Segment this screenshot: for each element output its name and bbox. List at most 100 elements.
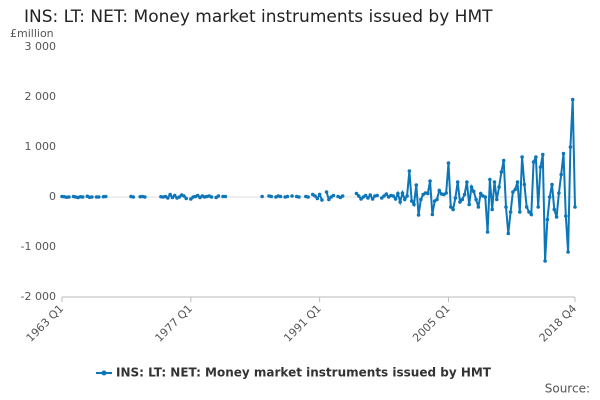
point xyxy=(492,180,497,184)
point xyxy=(425,191,430,196)
point xyxy=(513,187,517,192)
point xyxy=(501,158,506,163)
x-tick-label: 1977 Q1 xyxy=(153,302,196,345)
point xyxy=(531,160,536,164)
point xyxy=(550,182,554,187)
point xyxy=(547,195,552,199)
point xyxy=(453,196,458,200)
source: Source: xyxy=(545,382,590,396)
point xyxy=(444,191,448,195)
point xyxy=(317,192,322,197)
point xyxy=(448,205,453,209)
point xyxy=(483,195,488,199)
point xyxy=(416,213,421,217)
point xyxy=(437,188,442,193)
point xyxy=(455,180,460,184)
point xyxy=(485,230,490,234)
y-tick-label: 0 xyxy=(49,190,56,203)
y-tick-label: 1 000 xyxy=(25,140,57,153)
point xyxy=(563,214,568,218)
point xyxy=(368,193,373,197)
point xyxy=(331,193,336,198)
point xyxy=(223,194,228,199)
point xyxy=(476,205,481,209)
point xyxy=(419,197,423,202)
point xyxy=(400,191,405,195)
point xyxy=(143,195,147,199)
point xyxy=(375,193,379,198)
point xyxy=(540,152,545,157)
point xyxy=(278,194,283,199)
point xyxy=(529,212,534,217)
point xyxy=(545,217,550,222)
point xyxy=(534,155,538,159)
point xyxy=(320,198,324,202)
point xyxy=(494,197,499,202)
point xyxy=(465,180,469,184)
point xyxy=(103,194,108,199)
point xyxy=(511,190,515,194)
point xyxy=(97,195,101,199)
point xyxy=(435,197,439,202)
point xyxy=(570,97,575,102)
point xyxy=(554,215,559,219)
point xyxy=(504,205,508,209)
point xyxy=(522,182,527,187)
x-tick-label: 1963 Q1 xyxy=(24,302,67,345)
point xyxy=(356,194,361,198)
y-tick-label: 3 000 xyxy=(25,40,57,53)
point xyxy=(396,191,400,196)
point xyxy=(327,197,331,202)
point xyxy=(460,197,465,202)
chart-title: INS: LT: NET: Money market instruments i… xyxy=(24,7,493,27)
point xyxy=(269,194,274,199)
point xyxy=(405,194,409,198)
point xyxy=(428,179,432,183)
point xyxy=(209,195,214,199)
point xyxy=(451,207,455,212)
point xyxy=(462,192,467,197)
y-tick-label: -2 000 xyxy=(21,290,56,303)
point xyxy=(474,197,478,202)
point xyxy=(354,191,359,196)
point xyxy=(131,195,136,199)
point xyxy=(67,195,71,199)
point xyxy=(506,231,511,236)
point xyxy=(557,191,561,195)
point xyxy=(184,196,189,201)
point xyxy=(517,210,522,214)
point xyxy=(290,194,294,198)
point xyxy=(398,200,402,204)
point xyxy=(414,183,419,187)
legend-marker xyxy=(101,370,107,376)
x-tick-label: 1991 Q1 xyxy=(281,302,324,345)
legend-label: INS: LT: NET: Money market instruments i… xyxy=(116,366,492,380)
x-tick-label: 2018 Q4 xyxy=(537,302,580,345)
point xyxy=(458,200,462,204)
point xyxy=(366,196,370,200)
point xyxy=(363,193,368,198)
point xyxy=(520,155,524,159)
point xyxy=(260,194,264,199)
point xyxy=(391,194,396,198)
point xyxy=(568,145,573,149)
point xyxy=(536,205,540,209)
point xyxy=(313,194,317,198)
point xyxy=(393,197,398,201)
point xyxy=(407,169,412,173)
point xyxy=(488,177,492,182)
y-axis-label: £million xyxy=(10,27,54,40)
point xyxy=(340,194,345,198)
point xyxy=(471,189,476,194)
point xyxy=(499,170,504,174)
point xyxy=(216,194,221,198)
point xyxy=(573,205,577,209)
point xyxy=(552,207,557,212)
point xyxy=(168,192,172,197)
point xyxy=(409,199,414,203)
point xyxy=(543,259,547,263)
point xyxy=(285,194,290,199)
point xyxy=(515,180,520,184)
point xyxy=(90,195,94,199)
